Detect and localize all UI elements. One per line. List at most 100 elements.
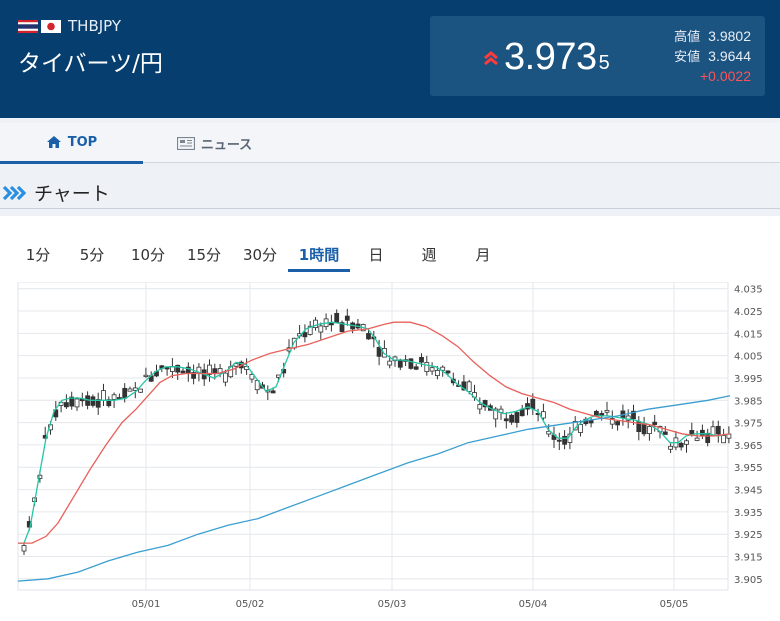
period-5min[interactable]: 5分 <box>79 246 105 264</box>
candle-body <box>652 421 658 425</box>
candle-body <box>381 348 387 358</box>
candle-body <box>366 333 371 340</box>
x-tick-label: 05/01 <box>132 599 161 610</box>
period-month[interactable]: 月 <box>475 246 491 264</box>
double-chevron-up-icon <box>484 50 498 65</box>
candle-body <box>424 362 430 372</box>
candle-body <box>604 410 610 413</box>
candle-body <box>641 423 647 435</box>
candle-body <box>111 394 117 400</box>
candle-body <box>95 399 101 408</box>
candle-body <box>541 411 546 419</box>
candle-body <box>615 421 620 426</box>
period-15min[interactable]: 15分 <box>186 246 222 264</box>
y-tick-label: 3.905 <box>734 575 763 586</box>
candle-body <box>175 364 181 373</box>
candle-body <box>90 396 96 406</box>
period-10min[interactable]: 10分 <box>130 246 166 264</box>
candle-body <box>408 358 414 369</box>
candle-body <box>127 388 133 392</box>
ma-line-long <box>17 395 731 582</box>
price: 3.973 5 <box>482 36 610 79</box>
candle-body <box>138 388 143 393</box>
x-tick-label: 05/05 <box>660 599 689 610</box>
candle-body <box>461 381 467 391</box>
period-30min[interactable]: 30分 <box>242 246 278 264</box>
candle-body <box>419 356 424 363</box>
candle-body <box>434 369 440 377</box>
candle-body <box>101 390 106 401</box>
header: THBJPY タイバーツ/円 3.973 5 高値 3.9802 安値 3.9644… <box>0 0 780 118</box>
x-tick-label: 05/04 <box>519 599 548 610</box>
candle-body <box>413 366 419 370</box>
candle-body <box>668 445 673 450</box>
candle-body <box>503 418 509 422</box>
period-1hour[interactable]: 1時間 <box>288 234 350 272</box>
candle-body <box>514 412 520 423</box>
high-label: 高値 <box>674 30 701 45</box>
candle-body <box>328 322 334 326</box>
candle-body <box>143 374 149 377</box>
price-main: 3.973 <box>504 36 597 78</box>
y-tick-label: 3.935 <box>734 508 763 519</box>
candle-body <box>525 403 530 410</box>
plot-area <box>17 282 729 591</box>
candle-body <box>344 315 350 321</box>
candle-body <box>64 402 69 408</box>
candle-body <box>562 435 567 445</box>
candle-body <box>509 414 515 423</box>
price-sub: 5 <box>598 52 610 74</box>
y-tick-label: 3.965 <box>734 441 763 452</box>
candle-body <box>376 347 382 357</box>
candle-body <box>625 415 631 421</box>
candle-body <box>207 364 212 375</box>
candle-body <box>445 370 451 374</box>
pair-row: THBJPY <box>18 17 121 35</box>
tab-bar: TOP ニュース <box>0 123 780 164</box>
low-label: 安値 <box>674 50 701 65</box>
candle-body <box>26 521 32 528</box>
quote-box: 3.973 5 高値 3.9802 安値 3.9644 +0.0022 <box>430 16 765 96</box>
double-chevron-right-icon <box>2 185 26 200</box>
candle-body <box>578 423 583 433</box>
y-tick-label: 3.995 <box>734 374 763 385</box>
candle-body <box>74 398 80 408</box>
tab-top[interactable]: TOP <box>0 123 143 164</box>
period-day[interactable]: 日 <box>368 246 384 264</box>
tab-top-label: TOP <box>67 134 98 150</box>
candle-body <box>42 435 48 439</box>
candle-body <box>594 410 599 416</box>
candle-body <box>222 372 228 383</box>
candle-body <box>339 322 345 333</box>
candle-body <box>318 325 324 333</box>
y-tick-label: 3.975 <box>734 419 763 430</box>
candle-body <box>678 442 684 448</box>
candle-body <box>684 440 689 445</box>
section-title-text: チャート <box>34 183 110 205</box>
candle-body <box>631 410 636 420</box>
y-tick-label: 4.005 <box>734 352 763 363</box>
home-icon <box>46 136 61 148</box>
y-tick-label: 3.955 <box>734 463 763 474</box>
candle-body <box>313 319 318 328</box>
candle-body <box>180 370 186 374</box>
newspaper-icon <box>176 136 195 150</box>
candle-body <box>477 404 483 410</box>
high-value: 3.9802 <box>708 28 751 44</box>
candle-body <box>334 312 340 324</box>
period-week[interactable]: 週 <box>421 246 437 264</box>
section-title: チャート <box>0 177 780 209</box>
candle-body <box>397 359 403 368</box>
tab-news[interactable]: ニュース <box>143 123 286 163</box>
candle-body <box>530 398 536 410</box>
candle-body <box>710 426 716 436</box>
period-selector: 1分 5分 10分 15分 30分 1時間 日 週 月 <box>12 234 510 272</box>
candle-body <box>556 439 562 442</box>
price-chart[interactable]: 4.035 4.025 4.015 4.005 3.995 3.985 3.975 3.965… <box>14 282 780 614</box>
x-tick-label: 05/03 <box>378 599 407 610</box>
y-tick-label: 4.035 <box>734 285 763 296</box>
period-1min[interactable]: 1分 <box>25 246 51 264</box>
candle-body <box>694 437 700 441</box>
candle-body <box>307 325 313 335</box>
candle-body <box>429 367 435 372</box>
